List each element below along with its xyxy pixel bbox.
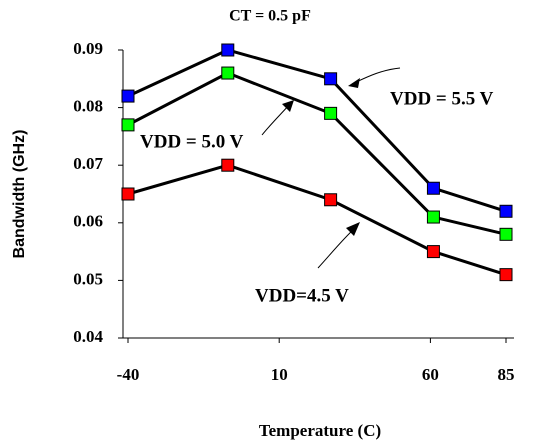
arrowhead (346, 222, 360, 236)
y-axis-label: Bandwidth (GHz) (11, 130, 28, 259)
chart-title: CT = 0.5 pF (229, 8, 311, 25)
x-tick-label: 10 (271, 365, 288, 384)
marker (499, 227, 513, 241)
y-tick-label: 0.07 (73, 154, 103, 173)
x-tick-label: -40 (117, 365, 140, 384)
marker (324, 193, 338, 207)
marker (221, 158, 235, 172)
marker (121, 89, 135, 103)
marker (426, 210, 440, 224)
marker (221, 66, 235, 80)
arrowhead (282, 100, 294, 112)
series-annotation: VDD=4.5 V (255, 285, 349, 306)
x-tick-label: 85 (498, 365, 515, 384)
arrowhead (348, 78, 360, 88)
y-tick-label: 0.09 (73, 39, 103, 58)
marker (221, 43, 235, 57)
marker (121, 118, 135, 132)
series-annotation: VDD = 5.0 V (140, 131, 244, 152)
marker (426, 181, 440, 195)
marker (324, 106, 338, 120)
marker (121, 187, 135, 201)
marker (426, 245, 440, 259)
annotation-arrow (261, 103, 291, 136)
series-annotation: VDD = 5.5 V (390, 88, 494, 109)
annotation-arrow (317, 227, 356, 269)
spacer (340, 22, 360, 50)
x-axis-label: Temperature (C) (259, 421, 381, 440)
y-tick-label: 0.06 (73, 212, 103, 231)
y-tick-label: 0.05 (73, 269, 103, 288)
y-tick-label: 0.08 (73, 97, 103, 116)
marker (499, 268, 513, 282)
marker (324, 72, 338, 86)
x-tick-label: 60 (422, 365, 439, 384)
y-tick-label: 0.04 (73, 327, 103, 346)
marker (499, 204, 513, 218)
